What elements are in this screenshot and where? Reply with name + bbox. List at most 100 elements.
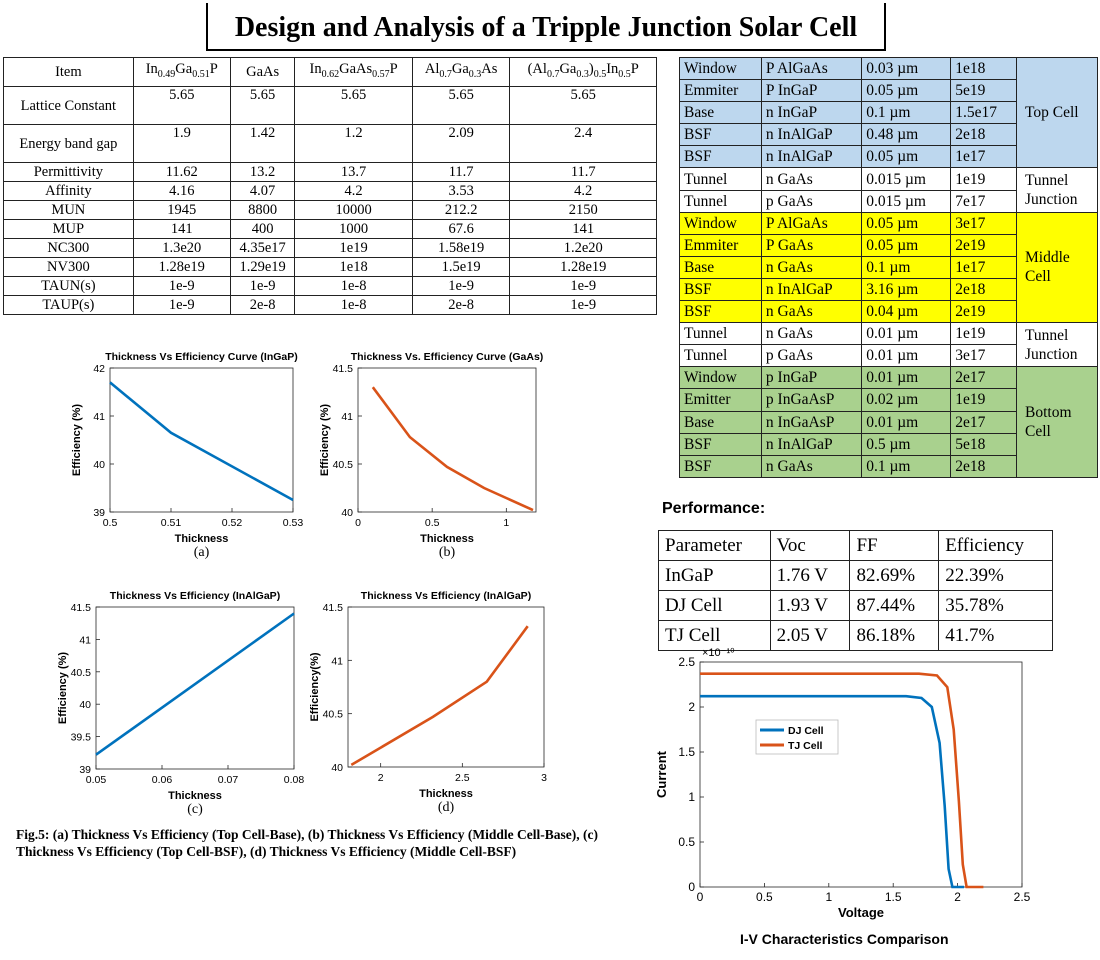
table-cell: 5e18 [950,432,1017,456]
row-label: MUP [3,219,134,239]
table-cell: TJ Cell [658,620,771,651]
table-row: Emmiter P InGaP 0.05 µm 5e19 [679,79,1098,103]
iv-chart: 0 0.5 1 1.5 2 2.5 0 0.5 1 1.5 2 2.5 Voltage Current ×1… [654,647,1031,920]
table-cell: BSF [679,145,762,169]
table-cell: BSF [679,277,762,302]
table-cell: 2e18 [950,123,1017,147]
table-cell: P InGaP [760,79,863,103]
table-row: Tunnel p GaAs 0.01 µm 3e17 [679,344,1098,368]
plot-area [357,367,537,513]
table-row: BSF n GaAs 0.04 µm 2e19 [679,300,1098,324]
table-cell: 0.04 µm [861,300,952,324]
series-line [700,694,964,889]
series-line [371,386,534,512]
chart-title: Thickness Vs. Efficiency Curve (GaAs) [351,351,544,363]
table-cell: 11.62 [132,162,231,182]
column-header: (Al0.7Ga0.3)0.5In0.5P [509,57,657,87]
table-cell: Tunnel [679,322,762,346]
table-cell: 0.01 µm [861,410,952,434]
table-cell: Emitter [679,388,762,412]
chart-d: Thickness Vs Efficiency (InAlGaP) 2 2.5 3 40… [309,590,547,815]
subfigure-label: (c) [187,802,203,817]
table-cell: 4.2 [294,181,413,201]
chart-b: Thickness Vs. Efficiency Curve (GaAs) 0 0.… [319,351,544,560]
x-tick-label: 0.53 [283,517,304,529]
table-cell: Window [679,366,762,390]
x-tick-label: 2 [378,772,384,784]
table-cell: 82.69% [849,560,940,591]
table-cell: 0.03 µm [861,56,952,81]
y-axis-label: Efficiency(%) [309,652,321,721]
table-cell: 13.2 [229,162,296,182]
row-label: Lattice Constant [3,86,134,125]
table-cell: p InGaP [760,366,863,390]
table-cell: 2e19 [950,233,1017,257]
x-tick-label: 0.5 [425,517,440,529]
chart-a: Thickness Vs Efficiency Curve (InGaP) 0.5… [71,351,304,560]
table-cell: 11.7 [509,162,657,182]
x-tick-label: 0.08 [284,774,305,786]
layer-structure-table: Window P AlGaAs 0.03 µm 1e18 Top Cell Emmiter… [679,56,1098,478]
table-cell: Emmiter [679,233,762,257]
table-cell: 1.29e19 [229,257,296,277]
table-header-row: Item In0.49Ga0.51P GaAs In0.62GaAs0.57P Al0.… [3,57,657,87]
column-header: Efficiency [938,530,1053,561]
table-cell: P GaAs [760,233,863,257]
y-tick-label: 41 [79,634,91,646]
table-cell: n GaAs [760,454,863,478]
table-row: Window p InGaP 0.01 µm 2e17 Bottom Cell [679,366,1098,478]
plot-area [95,606,295,770]
table-cell: 0.48 µm [861,123,952,147]
column-header: FF [849,530,940,561]
table-cell: 1.42 [229,124,296,163]
table-cell: 0.05 µm [861,145,952,169]
axis-multiplier: ×10⁻¹⁰ [702,647,735,659]
table-cell: P AlGaAs [760,56,863,81]
table-cell: 1000 [294,219,413,239]
table-cell: 1.5e17 [950,101,1017,125]
legend-box [755,719,839,755]
performance-table: Parameter Voc FF Efficiency InGaP 1.76 V 82.69… [658,530,1053,651]
subfigure-label: (d) [438,800,455,815]
x-tick-label: 0 [355,517,361,529]
table-cell: 0.1 µm [861,454,952,478]
y-tick-label: 42 [93,363,105,375]
chart-c: Thickness Vs Efficiency (InAlGaP) 0.05 0.0… [57,590,305,817]
y-tick-label: 41 [331,655,343,667]
x-tick-label: 2 [954,890,961,904]
table-cell: 7e17 [950,189,1017,213]
x-tick-label: 0.05 [86,774,107,786]
y-axis-label: Current [654,750,669,798]
plot-area [347,606,545,768]
chart-title: Thickness Vs Efficiency Curve (InGaP) [105,351,298,363]
table-cell: 1.2 [294,124,413,163]
table-cell: 1.28e19 [132,257,231,277]
table-cell: 1e18 [294,257,413,277]
table-cell: 8800 [229,200,296,220]
table-row: TAUP(s) 1e-9 2e-8 1e-8 2e-8 1e-9 [3,295,657,315]
table-cell: 0.05 µm [861,211,952,235]
iv-caption: I-V Characteristics Comparison [740,931,949,947]
x-tick-label: 2.5 [1014,890,1031,904]
table-row: BSF n InAlGaP 3.16 µm 2e18 [679,277,1098,302]
table-cell: Base [679,101,762,125]
table-cell: 1e-8 [294,276,413,296]
table-cell: 5.65 [132,86,231,125]
table-cell: 1.2e20 [509,238,657,258]
table-cell: 1.28e19 [509,257,657,277]
series-line [350,625,529,767]
table-row: Emitter p InGaAsP 0.02 µm 1e19 [679,388,1098,412]
table-cell: BSF [679,123,762,147]
group-label: Middle Cell [1016,211,1098,324]
x-tick-label: 1.5 [885,890,902,904]
x-tick-label: 0.06 [152,774,173,786]
table-cell: 0.5 µm [861,432,952,456]
legend-label: TJ Cell [788,740,823,752]
table-cell: 35.78% [938,590,1053,621]
chart-title: Thickness Vs Efficiency (InAlGaP) [110,590,280,602]
table-cell: 141 [509,219,657,239]
table-cell: n InAlGaP [760,432,863,456]
page-title: Design and Analysis of a Tripple Junctio… [206,3,886,51]
table-row: BSF n InAlGaP 0.48 µm 2e18 [679,123,1098,147]
x-tick-label: 0.5 [103,517,118,529]
